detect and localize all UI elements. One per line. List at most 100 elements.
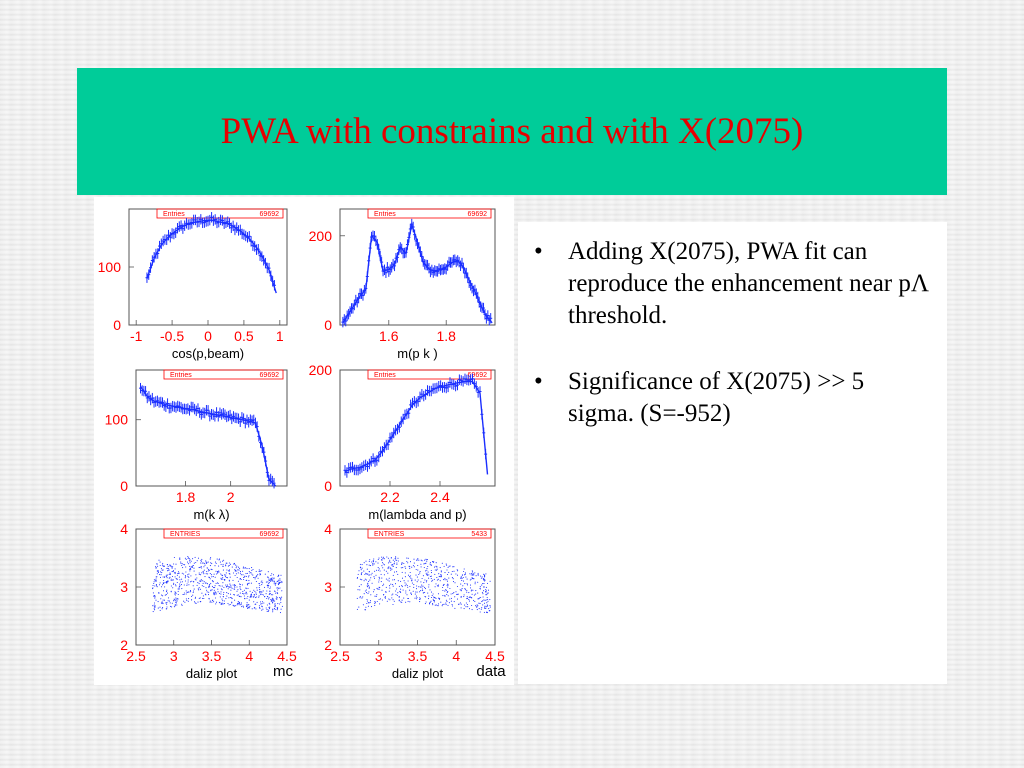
scatter-point: [268, 578, 270, 580]
scatter-point: [409, 585, 411, 588]
scatter-point: [228, 586, 230, 588]
scatter-point: [376, 600, 378, 603]
scatter-point: [275, 592, 277, 594]
scatter-point: [265, 593, 267, 595]
scatter-point: [172, 566, 174, 568]
scatter-point: [255, 592, 257, 594]
scatter-point: [153, 602, 156, 604]
scatter-point: [192, 558, 194, 560]
scatter-point: [482, 593, 484, 595]
scatter-point: [481, 584, 483, 586]
scatter-point: [279, 612, 282, 614]
scatter-point: [231, 597, 233, 599]
y-tick-label: 0: [120, 478, 128, 494]
text-panel: • Adding X(2075), PWA fit can reproduce …: [518, 222, 947, 684]
scatter-point: [241, 584, 243, 586]
scatter-point: [153, 579, 155, 581]
scatter-point: [178, 586, 180, 588]
scatter-point: [226, 569, 228, 571]
scatter-point: [230, 586, 232, 588]
scatter-point: [482, 586, 485, 588]
scatter-point: [194, 597, 196, 599]
scatter-point: [464, 588, 466, 590]
scatter-point: [272, 579, 274, 581]
scatter-point: [484, 575, 486, 577]
scatter-point: [152, 611, 154, 613]
scatter-point: [175, 592, 177, 594]
scatter-point: [360, 567, 362, 569]
stats-box: [367, 528, 492, 539]
scatter-point: [225, 584, 227, 586]
y-tick-label: 3: [120, 579, 128, 595]
scatter-point: [215, 601, 218, 603]
scatter-point: [181, 572, 183, 574]
scatter-point: [449, 565, 451, 567]
scatter-point: [268, 598, 270, 600]
scatter-point: [213, 601, 215, 603]
scatter-point: [171, 606, 173, 608]
scatter-point: [473, 574, 475, 576]
scatter-point: [197, 557, 200, 559]
scatter-point: [195, 574, 197, 576]
scatter-point: [447, 584, 449, 586]
scatter-point: [195, 579, 197, 581]
scatter-point: [272, 601, 274, 603]
scatter-point: [203, 573, 205, 575]
scatter-point: [476, 604, 478, 606]
scatter-point: [383, 574, 385, 576]
scatter-point: [372, 562, 374, 564]
scatter-point: [248, 580, 250, 582]
scatter-point: [279, 581, 281, 583]
scatter-point: [275, 596, 277, 598]
scatter-point: [409, 561, 412, 563]
x-tick-label: 1.6: [379, 328, 399, 344]
scatter-point: [258, 595, 260, 597]
scatter-point: [439, 567, 441, 569]
scatter-point: [364, 573, 366, 576]
scatter-point: [177, 588, 179, 590]
scatter-point: [219, 596, 221, 598]
scatter-point: [237, 569, 239, 571]
scatter-point: [475, 593, 477, 595]
scatter-point: [468, 600, 471, 602]
scatter-point: [180, 561, 182, 563]
scatter-point: [385, 591, 387, 593]
scatter-point: [249, 590, 251, 592]
scatter-point: [217, 582, 219, 584]
scatter-point: [269, 586, 272, 588]
scatter-point: [240, 589, 242, 591]
scatter-point: [363, 593, 365, 595]
scatter-point: [277, 587, 279, 589]
scatter-point: [153, 581, 155, 583]
scatter-point: [483, 586, 485, 588]
scatter-point: [209, 578, 211, 580]
scatter-point: [389, 587, 391, 589]
scatter-point: [270, 574, 272, 577]
scatter-point: [236, 565, 238, 567]
scatter-point: [418, 598, 421, 601]
scatter-point: [272, 609, 274, 611]
scatter-point: [171, 567, 173, 569]
scatter-point: [163, 565, 166, 567]
scatter-point: [204, 564, 206, 566]
scatter-point: [152, 584, 154, 587]
scatter-point: [474, 583, 476, 585]
scatter-point: [483, 573, 485, 575]
scatter-point: [245, 591, 247, 593]
scatter-point: [392, 584, 394, 586]
scatter-point: [272, 594, 274, 596]
scatter-point: [167, 600, 169, 602]
scatter-point: [483, 611, 485, 613]
scatter-point: [443, 579, 445, 581]
scatter-point: [258, 605, 260, 607]
scatter-point: [194, 596, 197, 598]
plot-frame: [339, 528, 496, 646]
scatter-point: [245, 567, 247, 569]
scatter-point: [427, 565, 429, 568]
scatter-point: [210, 568, 212, 570]
scatter-point: [452, 578, 454, 580]
scatter-point: [424, 588, 426, 590]
scatter-point: [247, 595, 249, 598]
scatter-point: [221, 585, 223, 587]
scatter-point: [243, 593, 245, 595]
